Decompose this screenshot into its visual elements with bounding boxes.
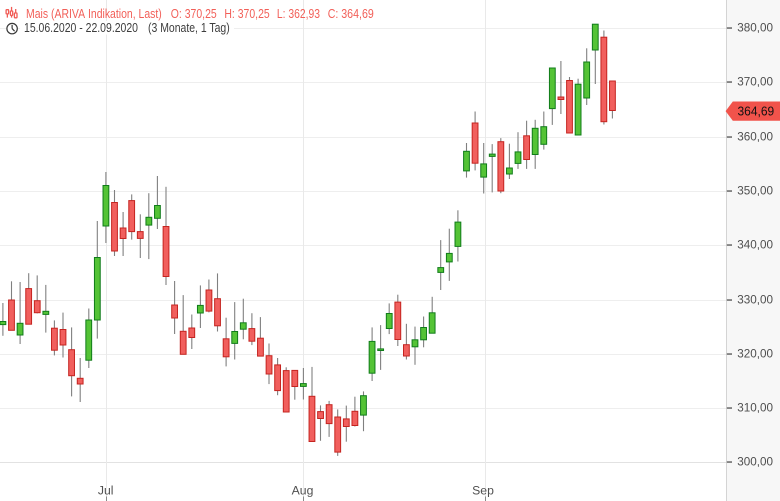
svg-text:310,00: 310,00 [737, 402, 773, 415]
svg-text:H: 370,25: H: 370,25 [224, 7, 269, 21]
svg-text:Mais (ARIVA Indikation, Last): Mais (ARIVA Indikation, Last) [26, 7, 162, 21]
svg-text:Aug: Aug [292, 484, 314, 498]
svg-text:(3 Monate, 1 Tag): (3 Monate, 1 Tag) [148, 21, 230, 35]
svg-text:Jul: Jul [98, 484, 114, 498]
svg-text:364,69: 364,69 [738, 105, 775, 119]
svg-text:300,00: 300,00 [737, 456, 773, 469]
svg-text:330,00: 330,00 [737, 294, 773, 307]
svg-text:350,00: 350,00 [737, 185, 773, 198]
svg-text:L: 362,93: L: 362,93 [277, 7, 320, 21]
svg-text:O: 370,25: O: 370,25 [171, 7, 217, 21]
svg-text:360,00: 360,00 [737, 131, 773, 144]
svg-text:370,00: 370,00 [737, 76, 773, 89]
svg-text:380,00: 380,00 [737, 22, 773, 35]
svg-text:320,00: 320,00 [737, 348, 773, 361]
svg-text:Sep: Sep [472, 484, 494, 498]
svg-text:C: 364,69: C: 364,69 [328, 7, 374, 21]
svg-text:15.06.2020 - 22.09.2020: 15.06.2020 - 22.09.2020 [24, 21, 138, 35]
svg-text:340,00: 340,00 [737, 239, 773, 252]
